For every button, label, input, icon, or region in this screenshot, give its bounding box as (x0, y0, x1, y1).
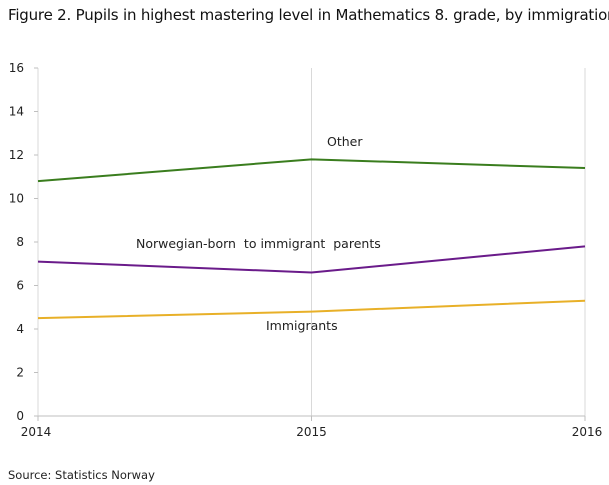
chart-labels: Other Norwegian-born to immigrant parents… (136, 134, 381, 333)
series-line-other (37, 158, 586, 183)
y-tick-label: 4 (16, 322, 24, 336)
x-tick-label: 2014 (21, 425, 52, 439)
series-label: Other (327, 134, 363, 149)
series-label: Norwegian-born to immigrant parents (136, 236, 381, 251)
y-tick-label: 0 (16, 409, 24, 423)
chart-series (37, 158, 586, 320)
series-label: Immigrants (266, 318, 338, 333)
series-line-norwegian-born-to-immigrant-parents (37, 245, 586, 274)
series-line-immigrants (37, 299, 586, 320)
x-tick-label: 2016 (572, 425, 603, 439)
y-tick-label: 2 (16, 366, 24, 380)
y-tick-label: 6 (16, 279, 24, 293)
y-tick-label: 10 (9, 192, 24, 206)
y-tick-label: 16 (9, 61, 24, 75)
y-tick-label: 14 (9, 105, 24, 119)
y-tick-label: 12 (9, 148, 24, 162)
chart-title: Figure 2. Pupils in highest mastering le… (8, 6, 609, 24)
source-note: Source: Statistics Norway (8, 468, 155, 482)
y-tick-label: 8 (16, 235, 24, 249)
x-tick-label: 2015 (296, 425, 327, 439)
chart-axes: 0 2 4 6 8 10 12 14 16 2014 2015 2016 (9, 61, 603, 439)
